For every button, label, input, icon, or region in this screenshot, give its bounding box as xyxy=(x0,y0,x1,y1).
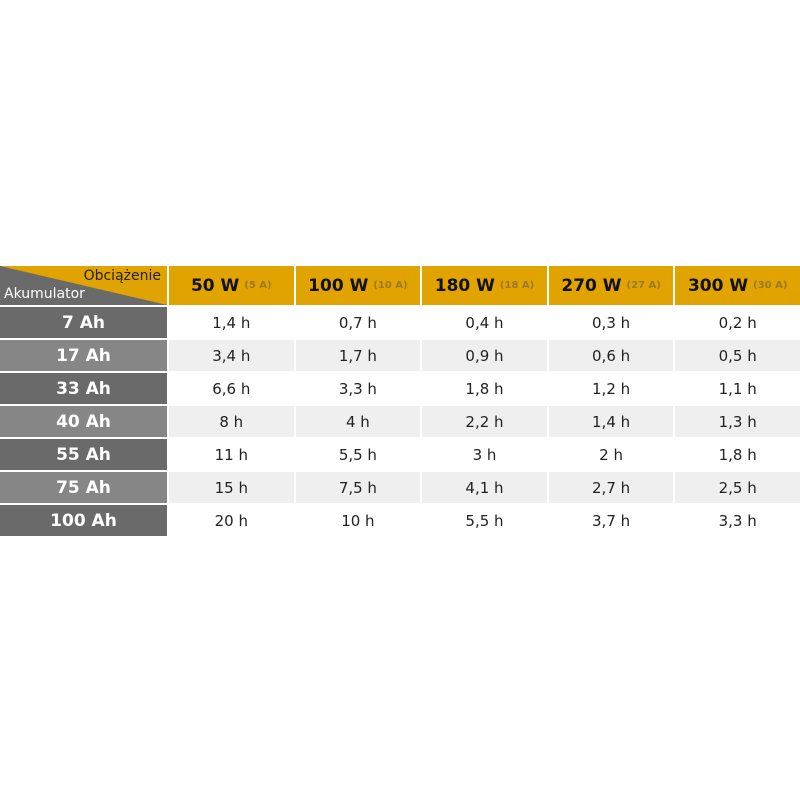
runtime-cell: 8 h xyxy=(169,406,294,437)
runtime-cell: 1,4 h xyxy=(169,307,294,338)
column-amps: (10 A) xyxy=(373,280,408,291)
diagonal-split xyxy=(0,266,167,305)
column-amps: (30 A) xyxy=(753,280,788,291)
runtime-cell: 3,3 h xyxy=(675,505,800,536)
row-label: 40 Ah xyxy=(0,406,167,437)
row-label: 100 Ah xyxy=(0,505,167,536)
column-header: 270 W (27 A) xyxy=(548,266,674,305)
runtime-cell: 0,9 h xyxy=(422,340,547,371)
runtime-cell: 2 h xyxy=(548,439,674,470)
runtime-cell: 3 h xyxy=(422,439,547,470)
runtime-cell: 5,5 h xyxy=(422,505,547,536)
runtime-cell: 4,1 h xyxy=(422,472,547,503)
runtime-cell: 20 h xyxy=(169,505,294,536)
column-header: 100 W (10 A) xyxy=(295,266,421,305)
load-label: Obciążenie xyxy=(83,268,161,284)
runtime-cell: 1,3 h xyxy=(675,406,800,437)
column-watts: 100 W xyxy=(308,275,369,296)
runtime-cell: 5,5 h xyxy=(295,439,421,470)
runtime-cell: 1,2 h xyxy=(548,373,674,404)
runtime-cell: 2,2 h xyxy=(422,406,547,437)
column-amps: (5 A) xyxy=(244,280,272,291)
row-label: 33 Ah xyxy=(0,373,167,404)
runtime-cell: 3,7 h xyxy=(548,505,674,536)
runtime-cell: 0,7 h xyxy=(295,307,421,338)
column-watts: 270 W xyxy=(561,275,622,296)
row-label: 55 Ah xyxy=(0,439,167,470)
column-amps: (27 A) xyxy=(626,280,661,291)
runtime-cell: 0,2 h xyxy=(675,307,800,338)
runtime-cell: 0,6 h xyxy=(548,340,674,371)
runtime-cell: 2,7 h xyxy=(548,472,674,503)
runtime-cell: 2,5 h xyxy=(675,472,800,503)
column-watts: 300 W xyxy=(687,275,749,296)
runtime-cell: 1,8 h xyxy=(675,439,800,470)
runtime-cell: 1,4 h xyxy=(548,406,674,437)
runtime-cell: 1,1 h xyxy=(675,373,800,404)
runtime-cell: 3,4 h xyxy=(169,340,294,371)
column-header: 300 W (30 A) xyxy=(675,266,800,305)
runtime-table: Obciążenie Akumulator 50 W (5 A) 100 W (10 … xyxy=(0,266,800,536)
runtime-cell: 3,3 h xyxy=(295,373,421,404)
runtime-cell: 6,6 h xyxy=(169,373,294,404)
column-watts: 180 W xyxy=(434,275,495,296)
column-header: 50 W (5 A) xyxy=(169,266,294,305)
runtime-cell: 4 h xyxy=(295,406,421,437)
runtime-cell: 0,5 h xyxy=(675,340,800,371)
runtime-cell: 15 h xyxy=(169,472,294,503)
row-label: 7 Ah xyxy=(0,307,167,338)
column-amps: (18 A) xyxy=(499,280,535,291)
runtime-cell: 11 h xyxy=(169,439,294,470)
battery-label: Akumulator xyxy=(4,286,85,302)
runtime-cell: 10 h xyxy=(295,505,421,536)
runtime-cell: 0,3 h xyxy=(548,307,674,338)
runtime-cell: 7,5 h xyxy=(295,472,421,503)
column-header: 180 W (18 A) xyxy=(422,266,547,305)
runtime-cell: 0,4 h xyxy=(422,307,547,338)
row-label: 75 Ah xyxy=(0,472,167,503)
runtime-cell: 1,8 h xyxy=(422,373,547,404)
column-watts: 50 W xyxy=(190,275,240,296)
corner-header: Obciążenie Akumulator xyxy=(0,266,167,305)
row-label: 17 Ah xyxy=(0,340,167,371)
runtime-cell: 1,7 h xyxy=(295,340,421,371)
